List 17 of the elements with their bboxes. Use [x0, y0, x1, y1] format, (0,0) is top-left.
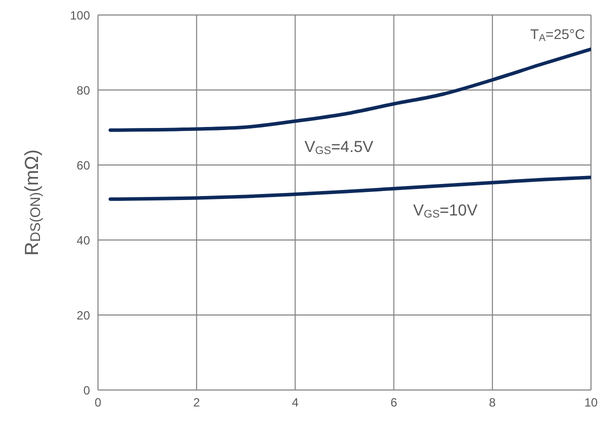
x-tick-label: 10 — [584, 396, 598, 410]
x-tick-label: 6 — [390, 396, 398, 410]
y-tick-label: 80 — [76, 83, 90, 98]
x-tick-label: 8 — [489, 396, 496, 410]
y-tick-label: 0 — [83, 383, 90, 398]
y-tick-label: 40 — [76, 233, 90, 248]
series-label: V$_{GS}$=4.5V — [304, 139, 374, 157]
line-series — [108, 47, 591, 132]
y-tick-label: 60 — [76, 158, 90, 172]
line-series — [108, 176, 591, 201]
annotation: T$_{A}$=25°C — [530, 26, 585, 44]
x-tick-label: 4 — [292, 396, 299, 410]
y-tick-label: 100 — [70, 8, 90, 22]
series-label: V$_{GS}$=10V — [413, 202, 478, 220]
y-tick-label: 20 — [76, 308, 90, 322]
x-tick-label: 2 — [193, 396, 200, 410]
x-tick-label: 0 — [94, 396, 102, 410]
